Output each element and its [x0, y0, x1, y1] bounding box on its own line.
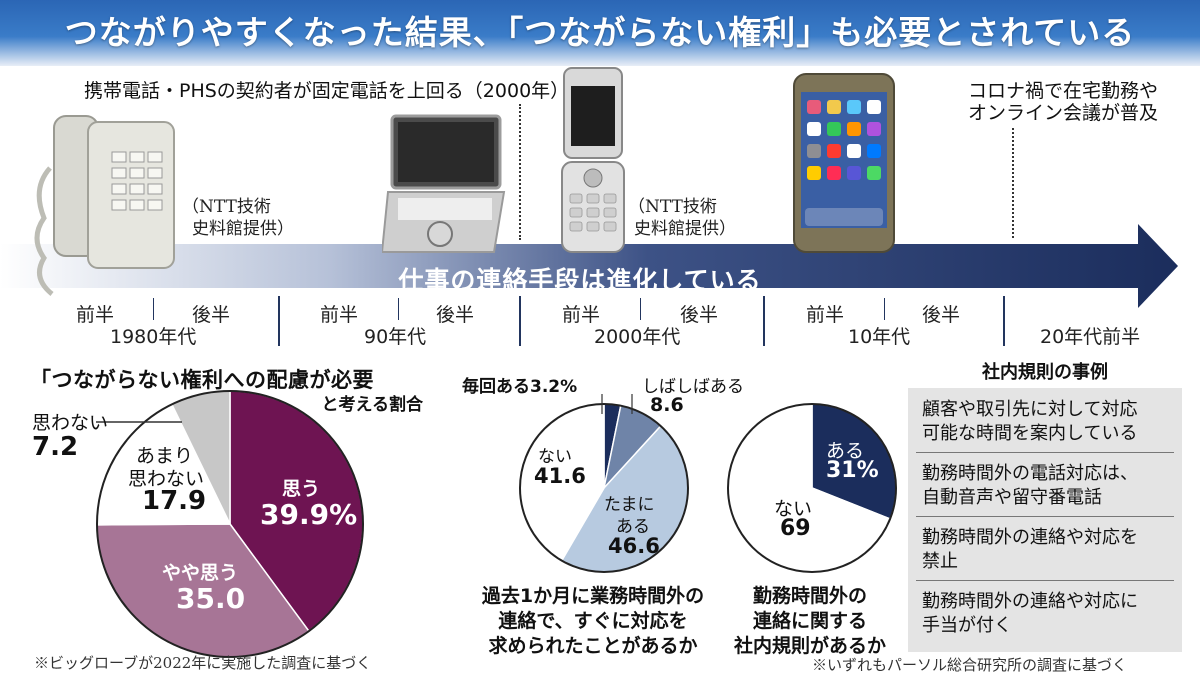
label-left-s0-value: 39.9%: [260, 498, 358, 531]
flip-phone-icon: [561, 67, 625, 253]
label-mid-s2-value: 46.6: [608, 534, 660, 558]
chart-right-question: 勤務時間外の 連絡に関する 社内規則があるか: [716, 584, 904, 659]
annotation-covid-line2: オンライン会議が普及: [968, 102, 1159, 124]
rule-divider: [916, 516, 1174, 517]
rule-item: 顧客や取引先に対して対応 可能な時間を案内している: [922, 398, 1172, 446]
label-right-s1-name: ない: [774, 498, 813, 520]
pie-chart-left: [96, 390, 364, 658]
half-label: 前半: [320, 304, 359, 326]
label-right-s1-value: 69: [780, 516, 811, 541]
label-left-s0-name: 思う: [282, 478, 321, 500]
label-mid-s0: 毎回ある3.2%: [462, 377, 578, 397]
pie-chart-right: [727, 403, 897, 573]
rule-item-line: 手当が付く: [922, 615, 1012, 636]
label-right-s0-name: ある: [826, 440, 865, 462]
chart-mid-question-line3: 求められたことがあるか: [488, 635, 698, 657]
label-left-s1-value: 35.0: [176, 582, 246, 615]
era-label: 20年代前半: [1040, 326, 1141, 348]
rule-item: 勤務時間外の連絡や対応に 手当が付く: [922, 590, 1172, 638]
label-left-s1-name: やや思う: [162, 562, 239, 584]
half-label: 前半: [76, 304, 115, 326]
annotation-mobile-surpass: 携帯電話・PHSの契約者が固定電話を上回る（2000年）: [84, 80, 570, 102]
pie-outline-1: [519, 403, 689, 573]
era-divider: [1003, 296, 1005, 346]
footnote-right: ※いずれもパーソル総合研究所の調査に基づく: [812, 656, 1128, 674]
chart-left-subtitle: と考える割合: [321, 395, 424, 415]
rule-item-line: 勤務時間外の電話対応は、: [922, 463, 1138, 484]
photo-credit-2-line1: （NTT技術: [628, 197, 717, 217]
chart-right-question-line2: 連絡に関する: [752, 610, 867, 632]
rule-item-line: 勤務時間外の連絡や対応を: [922, 527, 1138, 548]
label-right-s0-value: 31%: [826, 458, 879, 483]
era-divider: [519, 296, 521, 346]
leader-line: [96, 421, 182, 423]
era-label: 10年代: [848, 326, 911, 348]
half-label: 後半: [436, 304, 475, 326]
half-divider: [884, 298, 885, 320]
rule-item-line: 可能な時間を案内している: [922, 423, 1138, 444]
chart-right-question-line3: 社内規則があるか: [733, 635, 886, 657]
chart-left-title: 「つながらない権利への配慮が必要: [30, 368, 374, 392]
label-mid-s2-name-b: ある: [616, 517, 650, 537]
chart-right-question-line1: 勤務時間外の: [752, 585, 867, 607]
pie-chart-mid: [519, 403, 689, 573]
chart-mid-question-line1: 過去1か月に業務時間外の: [481, 585, 705, 607]
dotted-marker-2000: [519, 104, 521, 240]
rule-item-line: 禁止: [922, 551, 958, 572]
era-label: 90年代: [364, 326, 427, 348]
label-left-s2-value: 17.9: [142, 486, 207, 516]
half-label: 前半: [806, 304, 845, 326]
rules-box: 顧客や取引先に対して対応 可能な時間を案内している 勤務時間外の電話対応は、 自…: [908, 388, 1182, 652]
chart-mid-question: 過去1か月に業務時間外の 連絡で、すぐに対応を 求められたことがあるか: [470, 584, 716, 659]
label-mid-s3-value: 41.6: [534, 464, 586, 488]
rule-item-line: 自動音声や留守番電話: [922, 487, 1102, 508]
label-mid-s2-name-a: たまに: [604, 495, 655, 515]
rule-item-line: 顧客や取引先に対して対応: [922, 399, 1138, 420]
label-left-s3-value: 7.2: [32, 432, 79, 462]
label-mid-s3-name: ない: [538, 447, 572, 467]
label-left-s3-name: 思わない: [32, 412, 109, 434]
half-label: 後半: [680, 304, 719, 326]
rule-item: 勤務時間外の連絡や対応を 禁止: [922, 526, 1172, 574]
label-mid-s1-name: しばしばある: [642, 377, 744, 397]
dotted-marker-2020: [1012, 128, 1014, 238]
chart-mid-question-line2: 連絡で、すぐに対応を: [498, 610, 688, 632]
half-divider: [398, 298, 399, 320]
rules-title: 社内規則の事例: [982, 362, 1108, 383]
rule-divider: [916, 580, 1174, 581]
timeline-arrow-label: 仕事の連絡手段は進化している: [398, 266, 762, 295]
label-left-s2-name-b: 思わない: [128, 468, 205, 490]
era-divider: [763, 296, 765, 346]
pie-outline-0: [96, 390, 364, 658]
era-divider: [278, 296, 280, 346]
rule-item: 勤務時間外の電話対応は、 自動音声や留守番電話: [922, 462, 1172, 510]
photo-credit-1-line2: 史料館提供）: [192, 219, 294, 239]
header-banner: [0, 0, 1200, 66]
annotation-covid-line1: コロナ禍で在宅勤務や: [968, 80, 1159, 102]
page-title: つながりやすくなった結果、「つながらない権利」も必要とされている: [64, 13, 1136, 52]
chart-left-note: ※ビッグローブが2022年に実施した調査に基づく: [34, 654, 372, 672]
era-label: 1980年代: [110, 326, 197, 348]
half-label: 後半: [192, 304, 231, 326]
landline-phone-icon: [34, 115, 175, 296]
pie-outline-2: [727, 403, 897, 573]
half-label: 前半: [562, 304, 601, 326]
laptop-icon: [382, 114, 506, 253]
rule-item-line: 勤務時間外の連絡や対応に: [922, 591, 1138, 612]
photo-credit-2-line2: 史料館提供）: [634, 219, 736, 239]
leader-line: [601, 394, 633, 414]
label-left-s2-name-a: あまり: [136, 445, 194, 467]
half-divider: [640, 298, 641, 320]
era-label: 2000年代: [594, 326, 681, 348]
half-label: 後半: [922, 304, 961, 326]
rule-divider: [916, 452, 1174, 453]
smartphone-icon: [793, 73, 895, 253]
photo-credit-1-line1: （NTT技術: [182, 197, 271, 217]
label-mid-s1-value: 8.6: [650, 394, 684, 416]
half-divider: [153, 298, 154, 320]
